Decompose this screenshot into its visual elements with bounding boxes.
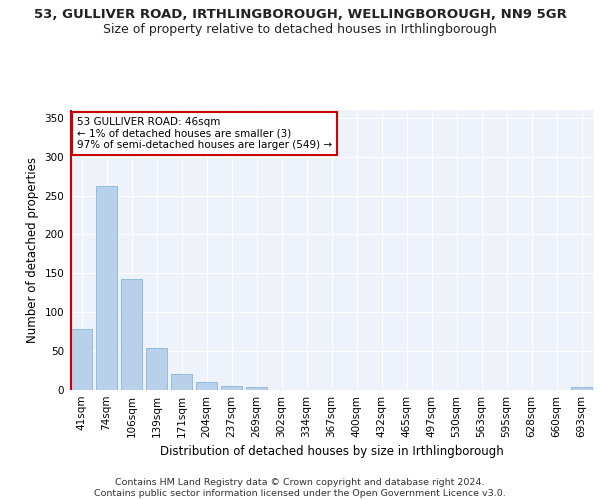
Text: 53, GULLIVER ROAD, IRTHLINGBOROUGH, WELLINGBOROUGH, NN9 5GR: 53, GULLIVER ROAD, IRTHLINGBOROUGH, WELL… <box>34 8 566 20</box>
Bar <box>571 387 592 390</box>
Text: Contains HM Land Registry data © Crown copyright and database right 2024.
Contai: Contains HM Land Registry data © Crown c… <box>94 478 506 498</box>
Bar <box>246 387 267 390</box>
Bar <box>146 348 167 390</box>
Bar <box>71 330 92 390</box>
Bar <box>121 279 142 390</box>
Text: 53 GULLIVER ROAD: 46sqm
← 1% of detached houses are smaller (3)
97% of semi-deta: 53 GULLIVER ROAD: 46sqm ← 1% of detached… <box>77 117 332 150</box>
Text: Size of property relative to detached houses in Irthlingborough: Size of property relative to detached ho… <box>103 22 497 36</box>
Bar <box>171 374 192 390</box>
Y-axis label: Number of detached properties: Number of detached properties <box>26 157 39 343</box>
Bar <box>221 386 242 390</box>
X-axis label: Distribution of detached houses by size in Irthlingborough: Distribution of detached houses by size … <box>160 446 503 458</box>
Bar <box>96 186 117 390</box>
Bar <box>196 382 217 390</box>
